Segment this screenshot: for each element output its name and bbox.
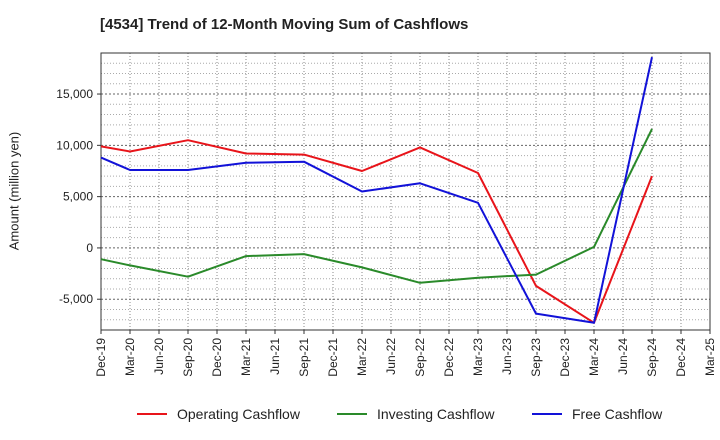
x-tick-label: Sep-21 [297,338,311,377]
investing-cashflow-line [100,128,653,284]
y-tick-label: 5,000 [63,190,93,204]
x-tick-label: Sep-20 [181,338,195,377]
investing-legend-swatch [337,413,367,415]
x-tick-label: Mar-20 [123,338,137,376]
x-tick-label: Dec-23 [558,338,572,377]
x-tick-label: Mar-23 [471,338,485,376]
x-tick-label: Dec-21 [326,338,340,377]
x-tick-label: Jun-21 [268,338,282,375]
x-tick-label: Jun-20 [152,338,166,375]
free-cashflow-line [100,56,653,324]
legend-label-operating: Operating Cashflow [177,406,300,422]
x-tick-label: Sep-23 [529,338,543,377]
free-legend-swatch [532,413,562,415]
legend-item-investing: Investing Cashflow [337,406,495,422]
chart-title: [4534] Trend of 12-Month Moving Sum of C… [100,16,469,33]
x-tick-label: Mar-22 [355,338,369,376]
axes: Dec-19 Mar-20 Jun-20 Sep-20 Dec-20 Mar-21 Jun-… [56,52,717,377]
y-tick-label: 0 [86,241,93,255]
legend-label-investing: Investing Cashflow [377,406,495,422]
x-tick-label: Dec-20 [210,338,224,377]
x-tick-label: Mar-24 [587,338,601,376]
x-tick-label: Jun-23 [500,338,514,375]
grid [101,53,710,330]
legend-item-operating: Operating Cashflow [137,406,300,422]
plot-frame [100,52,711,331]
y-tick-label: 10,000 [56,138,93,152]
x-tick-label: Jun-22 [384,338,398,375]
x-tick-label: Dec-24 [674,338,688,377]
series [100,56,653,324]
legend-label-free: Free Cashflow [572,406,663,422]
legend-item-free: Free Cashflow [532,406,662,422]
x-tick-label: Mar-25 [703,338,717,376]
y-tick-label: -5,000 [59,292,93,306]
x-tick-label: Jun-24 [616,338,630,375]
x-tick-label: Sep-22 [413,338,427,377]
x-tick-label: Mar-21 [239,338,253,376]
x-tick-label: Dec-19 [94,338,108,377]
operating-legend-swatch [137,413,167,415]
x-tick-label: Sep-24 [645,338,659,377]
y-tick-label: 15,000 [56,87,93,101]
operating-cashflow-line [100,139,653,324]
x-tick-label: Dec-22 [442,338,456,377]
